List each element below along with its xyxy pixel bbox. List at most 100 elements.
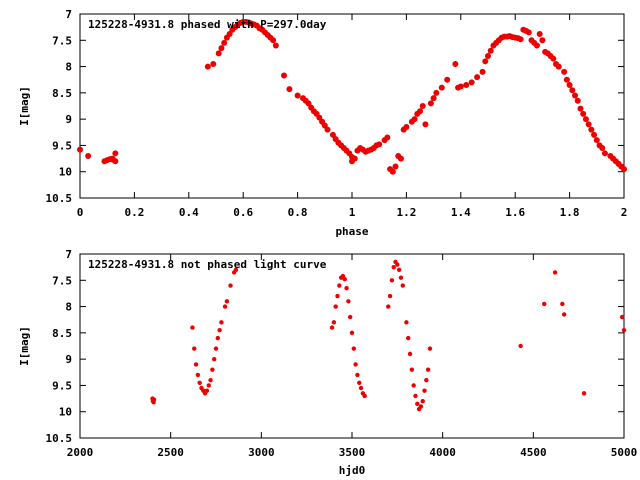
data-point [413,393,418,399]
data-point [539,37,546,44]
data-point [444,76,451,83]
y-tick-label: 10 [59,166,72,179]
data-point [457,83,464,90]
data-point [324,126,331,133]
data-point [215,50,222,57]
x-tick-label: 0 [77,206,84,219]
data-point [213,346,219,351]
data-point [228,283,233,288]
data-point [387,293,393,299]
x-tick-label: 1.4 [451,206,471,219]
data-point [392,163,399,170]
data-point [281,72,287,79]
y-tick-label: 7 [65,248,72,261]
data-point [342,277,347,282]
data-point [333,304,338,309]
data-point [404,320,409,325]
data-point [555,63,562,70]
data-point [294,92,301,99]
data-point [621,166,627,173]
data-point [419,103,426,109]
x-tick-label: 3500 [339,446,366,459]
data-point [599,145,606,152]
y-axis-label: I[mag] [18,326,31,366]
data-point [411,383,416,388]
x-tick-label: 1.8 [560,206,580,219]
x-tick-label: 3000 [248,446,275,459]
data-point [397,155,404,162]
data-point [400,283,405,288]
data-point [329,325,335,330]
y-axis-label: I[mag] [18,86,31,126]
data-point [208,377,213,383]
plot-frame [79,253,625,439]
y-tick-label: 8 [65,301,72,314]
y-tick-label: 10.5 [46,432,73,445]
data-point [621,328,627,333]
data-point [351,346,357,351]
data-point [536,30,543,37]
y-tick-label: 7.5 [52,34,72,47]
chart-title: 125228-4931.8 phased with P=297.0day [88,18,327,31]
data-point [376,141,383,148]
data-point [389,168,396,175]
data-point [286,86,293,93]
data-point [331,320,337,325]
data-point [566,81,573,88]
data-point [563,76,570,83]
data-point [347,314,353,320]
data-point [112,150,119,157]
data-point [351,155,358,162]
data-point [406,335,411,341]
data-point [151,397,157,402]
data-point [518,343,523,349]
data-point [411,116,418,123]
data-point [407,351,413,357]
y-tick-label: 8.5 [52,327,72,340]
data-point [474,74,481,81]
y-tick-label: 8.5 [52,87,72,100]
data-point [204,388,210,393]
chart-panel-1: 0 0.2 0.4 0.6 0.8 1 1.2 1.4 1.6 1.8 2 7 7.5 8 8.5 9 9.5 1… [18,8,627,238]
data-point [468,79,475,86]
data-point [195,372,201,378]
data-point [580,110,587,117]
data-point [591,131,598,138]
data-point [533,42,540,49]
y-tick-label: 8 [65,61,72,74]
x-axis-label: hjd0 [339,464,366,477]
data-point [593,137,600,144]
data-point [463,81,470,88]
y-tick-label: 9 [65,113,72,126]
data-point [420,399,425,404]
data-point [517,36,524,43]
data-point [424,377,429,383]
x-tick-label: 1.2 [396,206,416,219]
data-point [542,301,547,307]
data-point [585,121,592,128]
x-axis-label: phase [335,225,368,238]
data-point [272,42,279,49]
data-point [193,362,199,367]
x-tick-label: 0.2 [124,206,144,219]
data-point [430,95,437,102]
data-point [433,89,440,96]
data-point [218,45,225,52]
data-point [337,283,342,288]
data-point [362,393,367,399]
data-point [386,304,391,309]
data-point [85,152,92,159]
data-point [389,278,395,283]
data-point [601,150,608,157]
data-point [190,325,195,330]
x-tick-label: 0.6 [233,206,253,219]
data-point [417,108,423,115]
x-tick-label: 2000 [67,446,94,459]
data-point [358,385,364,391]
data-point [569,87,576,94]
data-point [582,116,589,123]
data-point [206,383,211,388]
data-point [425,367,431,372]
